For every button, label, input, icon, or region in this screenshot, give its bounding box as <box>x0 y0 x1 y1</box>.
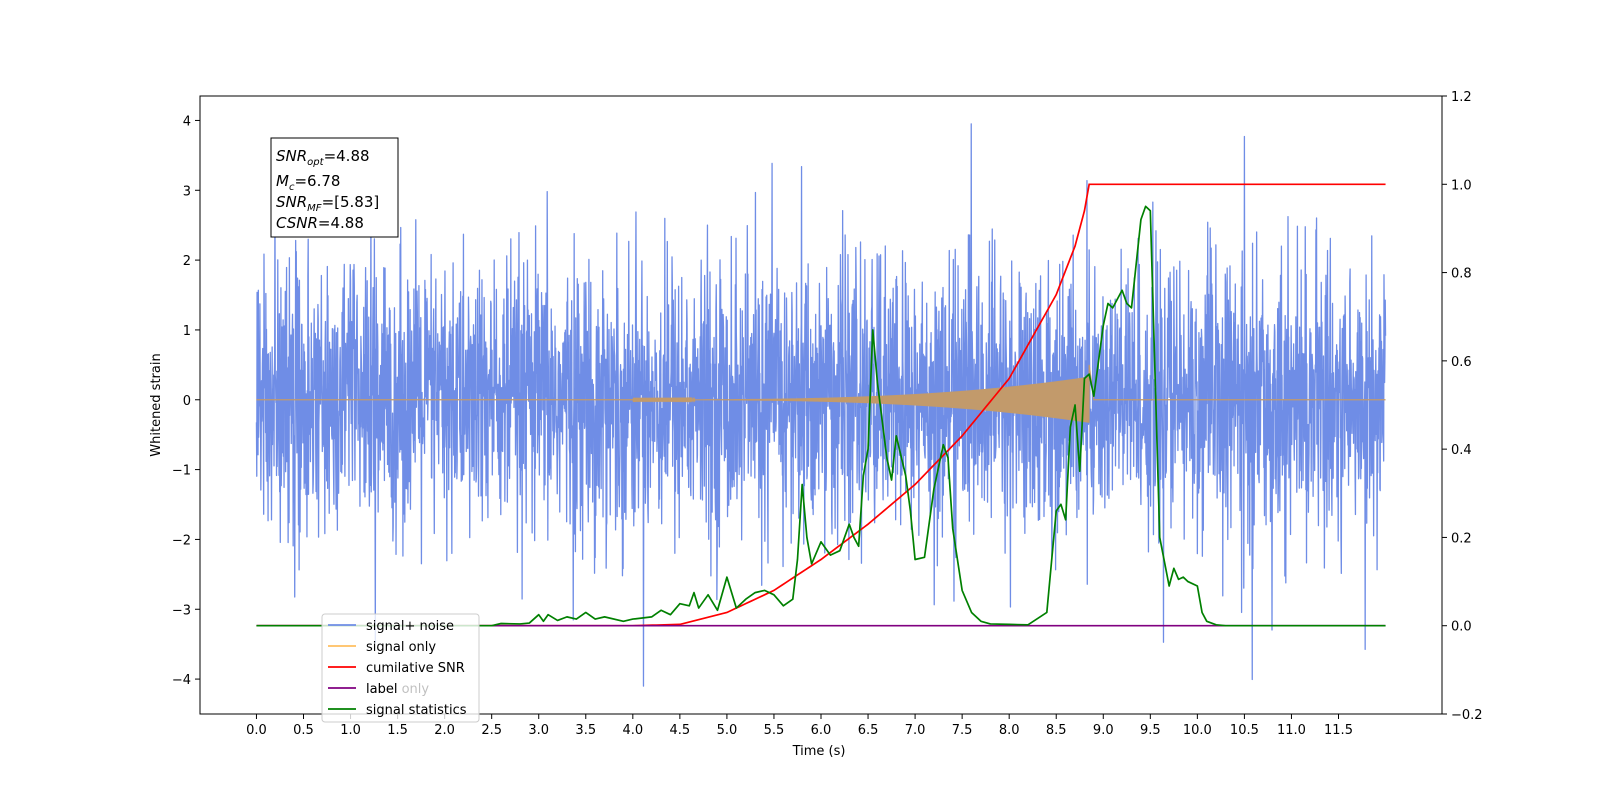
x-tick-label: 2.5 <box>481 723 502 738</box>
y2-tick-label: 1.0 <box>1451 178 1472 193</box>
series-cumulative-snr <box>256 183 1386 627</box>
x-tick-label: 0.0 <box>246 723 267 738</box>
x-tick-label: 11.0 <box>1277 723 1306 738</box>
legend: signal+ noise signal only cumilative SNR… <box>321 613 480 723</box>
x-axis-ticks: 0.0 0.5 1.0 1.5 2.0 2.5 3.0 3.5 4.0 4.5 5.0 5.5 6.0 6… <box>246 714 1353 738</box>
x-tick-label: 6.0 <box>811 723 832 738</box>
x-tick-label: 4.5 <box>670 723 691 738</box>
x-tick-label: 0.5 <box>293 723 314 738</box>
legend-label-signal-statistics: signal statistics <box>366 703 467 718</box>
x-tick-label: 7.0 <box>905 723 926 738</box>
y2-tick-label: 0.6 <box>1451 355 1472 370</box>
x-tick-label: 3.5 <box>575 723 596 738</box>
legend-label-signal-only: signal only <box>366 640 436 655</box>
x-tick-label: 2.0 <box>434 723 455 738</box>
x-tick-label: 1.0 <box>340 723 361 738</box>
series-signal-only <box>256 364 1386 423</box>
legend-label-label-only: label only <box>366 682 429 697</box>
y-tick-label: 3 <box>183 184 191 199</box>
y-tick-label: 0 <box>183 394 191 409</box>
y-tick-label: −3 <box>172 603 191 618</box>
y-tick-label: −4 <box>172 673 191 688</box>
y-tick-label: 2 <box>183 254 191 269</box>
series-signal-noise <box>255 123 1387 687</box>
y2-tick-label: 0.0 <box>1451 620 1472 635</box>
y-axis-label: Whitened strain <box>149 353 164 456</box>
x-tick-label: 1.5 <box>387 723 408 738</box>
y-tick-label: 4 <box>183 114 191 129</box>
x-tick-label: 5.0 <box>717 723 738 738</box>
metrics-annotation-box: SNRopt=4.88 Mc=6.78 SNRMF=[5.83] CSNR=4.… <box>270 137 399 238</box>
legend-frame <box>321 613 480 723</box>
y-axis-ticks: −4 −3 −2 −1 0 1 2 3 4 <box>172 114 200 688</box>
x-tick-label: 6.5 <box>858 723 879 738</box>
y2-axis-ticks: −0.2 0.0 0.2 0.4 0.6 0.8 1.0 1.2 <box>1442 90 1483 723</box>
x-tick-label: 10.5 <box>1230 723 1259 738</box>
plot-area <box>255 123 1387 687</box>
annotation-csnr: CSNR=4.88 <box>276 214 364 232</box>
legend-label-signal-noise: signal+ noise <box>366 619 454 634</box>
x-tick-label: 10.0 <box>1183 723 1212 738</box>
legend-label-cumulative-snr: cumilative SNR <box>366 661 465 676</box>
x-tick-label: 9.0 <box>1093 723 1114 738</box>
y-tick-label: −2 <box>172 533 191 548</box>
annotation-mc: Mc=6.78 <box>276 172 340 193</box>
x-tick-label: 8.0 <box>999 723 1020 738</box>
y2-tick-label: 0.8 <box>1451 267 1472 282</box>
x-tick-label: 9.5 <box>1140 723 1161 738</box>
legend-label-label: label <box>366 682 397 697</box>
y2-tick-label: 0.4 <box>1451 443 1472 458</box>
x-tick-label: 4.0 <box>622 723 643 738</box>
x-tick-label: 11.5 <box>1324 723 1353 738</box>
annotation-frame <box>270 137 399 238</box>
x-axis-label: Time (s) <box>792 744 846 759</box>
y2-tick-label: 1.2 <box>1451 90 1472 105</box>
annotation-snr-opt: SNRopt=4.88 <box>276 147 370 168</box>
y2-tick-label: 0.2 <box>1451 531 1472 546</box>
x-tick-label: 3.0 <box>528 723 549 738</box>
x-tick-label: 8.5 <box>1046 723 1067 738</box>
y-tick-label: −1 <box>172 464 191 479</box>
x-tick-label: 5.5 <box>764 723 785 738</box>
x-tick-label: 7.5 <box>952 723 973 738</box>
annotation-snr-mf: SNRMF=[5.83] <box>276 193 379 214</box>
y-tick-label: 1 <box>183 324 191 339</box>
y2-tick-label: −0.2 <box>1451 708 1483 723</box>
series-signal-statistics <box>256 205 1386 627</box>
